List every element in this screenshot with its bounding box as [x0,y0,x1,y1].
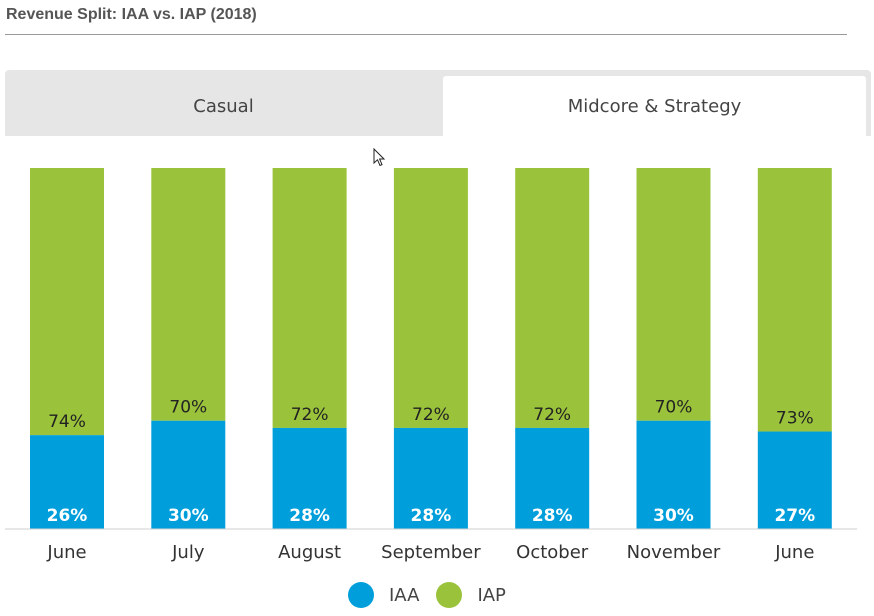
x-tick-label: November [627,542,721,563]
legend-item-iaa[interactable]: IAA [348,582,436,608]
x-tick-label: June [774,542,814,563]
data-label-iap: 72% [291,405,329,425]
mouse-cursor-icon [373,148,386,167]
bar-iaa [636,420,711,529]
data-label-iaa: 28% [532,506,573,526]
bar-iap [393,168,468,428]
bar-iap [30,168,104,436]
bars-layer [30,168,832,529]
bar-iaa [151,420,226,529]
tab-casual[interactable]: Casual [193,95,254,117]
legend-swatch-iaa [348,582,374,608]
data-label-iap: 72% [533,405,571,425]
bar-iaa [272,427,347,529]
bar-iap [515,168,590,428]
bar-iaa [393,427,468,529]
chart-legend: IAA IAP [348,580,523,610]
bar-iaa [757,431,832,529]
data-label-iap: 74% [48,412,86,432]
bar-iaa [515,427,590,529]
page-title: Revenue Split: IAA vs. IAP (2018) [6,6,257,23]
x-tick-label: June [46,542,86,563]
labels-layer: 26% 74% June 30% 70% July 28% 72% August 28% 72% Se… [46,398,815,563]
data-label-iap: 70% [169,398,207,418]
legend-item-iap[interactable]: IAP [436,582,522,608]
data-label-iaa: 30% [168,506,209,526]
data-label-iap: 72% [412,405,450,425]
x-tick-label: July [171,542,205,563]
bar-iap [151,168,226,421]
x-tick-label: October [516,542,589,563]
title-divider [5,34,847,35]
legend-label: IAP [477,584,506,606]
bar-iap [272,168,347,428]
tab-midcore-strategy[interactable]: Midcore & Strategy [443,76,866,136]
data-label-iap: 73% [776,409,814,429]
x-tick-label: September [381,542,481,563]
bar-iaa [30,435,104,529]
x-tick-label: August [278,542,341,563]
data-label-iaa: 30% [653,506,694,526]
data-label-iaa: 27% [774,506,815,526]
data-label-iaa: 28% [411,506,452,526]
legend-swatch-iap [436,582,463,608]
legend-label: IAA [389,584,420,606]
data-label-iaa: 26% [47,506,88,526]
bar-iap [636,168,711,421]
data-label-iaa: 28% [289,506,330,526]
data-label-iap: 70% [655,398,693,418]
bar-iap [757,168,832,432]
